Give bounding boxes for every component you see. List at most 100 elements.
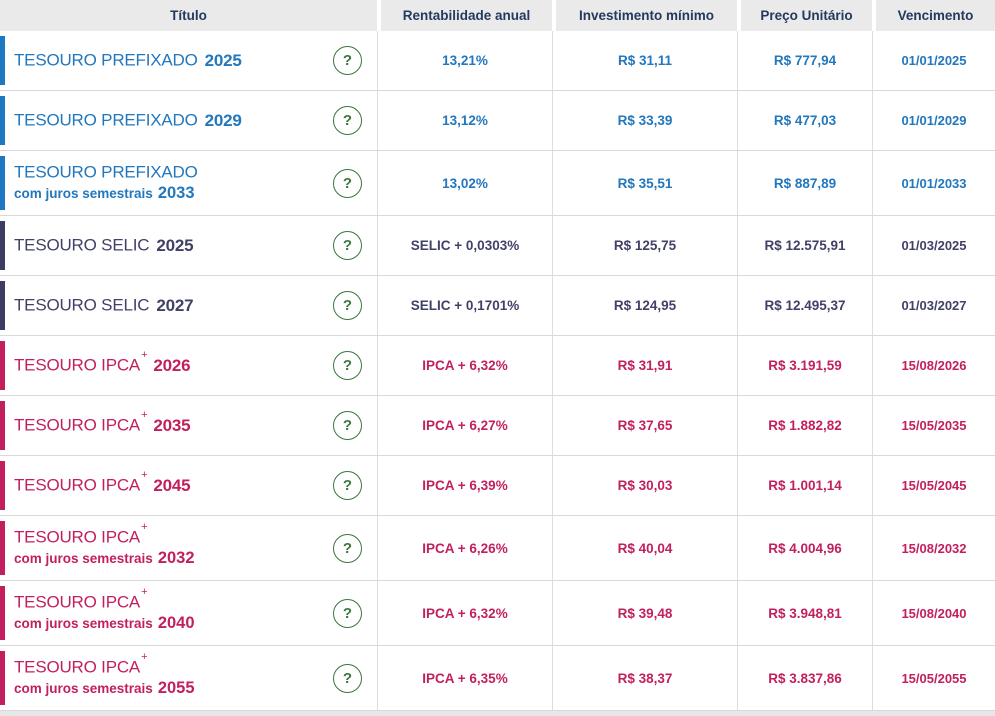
help-icon[interactable]: ?: [333, 471, 362, 500]
accent-bar: [0, 651, 5, 705]
min-investment-value: R$ 39,48: [552, 581, 737, 645]
accent-bar: [0, 521, 5, 575]
maturity-date-value: 15/05/2035: [872, 396, 995, 455]
bond-name-line: TESOURO IPCA+2035: [14, 409, 191, 436]
bond-row[interactable]: TESOURO PREFIXADO com juros semestrais 20…: [0, 151, 995, 216]
column-header-vencimento: Vencimento: [872, 0, 995, 31]
bond-title-cell: TESOURO PREFIXADO 2025 ?: [0, 31, 377, 90]
bond-title: TESOURO IPCA+2026: [14, 349, 191, 376]
min-investment-value: R$ 33,39: [552, 91, 737, 150]
bond-year: 2035: [153, 415, 191, 435]
bond-name-line: TESOURO PREFIXADO 2029: [14, 110, 242, 131]
help-icon[interactable]: ?: [333, 46, 362, 75]
bond-name: TESOURO SELIC: [14, 235, 150, 255]
accent-bar: [0, 586, 5, 640]
accent-bar: [0, 96, 5, 145]
unit-price-value: R$ 1.001,14: [737, 456, 872, 515]
bond-name: TESOURO IPCA: [14, 475, 141, 495]
bond-title-cell: TESOURO IPCA+2045 ?: [0, 456, 377, 515]
ipca-plus-superscript: +: [141, 348, 148, 361]
help-icon[interactable]: ?: [333, 168, 362, 198]
column-header-titulo: Título: [0, 0, 377, 31]
unit-price-value: R$ 12.495,37: [737, 276, 872, 335]
table-header: Título Rentabilidade anual Investimento …: [0, 0, 995, 31]
bond-name: TESOURO IPCA: [14, 657, 141, 677]
bond-name-line: TESOURO IPCA+: [14, 586, 195, 613]
bond-title-cell: TESOURO IPCA+2026 ?: [0, 336, 377, 395]
bond-year: 2045: [153, 475, 191, 495]
bond-subtitle-line: com juros semestrais 2033: [14, 183, 205, 204]
bond-row[interactable]: TESOURO IPCA+2045 ? IPCA + 6,39% R$ 30,0…: [0, 456, 995, 516]
ipca-plus-superscript: +: [141, 468, 148, 481]
accent-bar: [0, 401, 5, 450]
bond-name: TESOURO PREFIXADO: [14, 110, 198, 130]
min-investment-value: R$ 31,11: [552, 31, 737, 90]
bond-year: 2055: [157, 679, 195, 698]
unit-price-value: R$ 3.837,86: [737, 646, 872, 710]
bond-year: 2029: [204, 110, 242, 130]
help-icon[interactable]: ?: [333, 291, 362, 320]
bond-name-line: TESOURO IPCA+2026: [14, 349, 191, 376]
help-icon[interactable]: ?: [333, 533, 362, 563]
table-body: TESOURO PREFIXADO 2025 ? 13,21% R$ 31,11 …: [0, 31, 995, 711]
unit-price-value: R$ 3.191,59: [737, 336, 872, 395]
maturity-date-value: 15/08/2032: [872, 516, 995, 580]
bond-title-cell: TESOURO IPCA+ com juros semestrais 2032 ?: [0, 516, 377, 580]
bond-name-line: TESOURO PREFIXADO 2025: [14, 50, 242, 71]
ipca-plus-superscript: +: [141, 651, 148, 664]
bond-title-cell: TESOURO SELIC 2027 ?: [0, 276, 377, 335]
column-header-rentabilidade: Rentabilidade anual: [377, 0, 552, 31]
bond-subtitle-line: com juros semestrais 2040: [14, 613, 195, 634]
bond-row[interactable]: TESOURO SELIC 2027 ? SELIC + 0,1701% R$ 1…: [0, 276, 995, 336]
help-icon[interactable]: ?: [333, 598, 362, 628]
accent-bar: [0, 341, 5, 390]
maturity-date-value: 15/08/2026: [872, 336, 995, 395]
bond-row[interactable]: TESOURO PREFIXADO 2029 ? 13,12% R$ 33,39 …: [0, 91, 995, 151]
bond-name: TESOURO IPCA: [14, 415, 141, 435]
help-icon[interactable]: ?: [333, 231, 362, 260]
accent-bar: [0, 221, 5, 270]
bond-title: TESOURO IPCA+ com juros semestrais 2055: [14, 651, 195, 699]
bond-title: TESOURO PREFIXADO 2025: [14, 50, 242, 71]
bond-row[interactable]: TESOURO IPCA+2035 ? IPCA + 6,27% R$ 37,6…: [0, 396, 995, 456]
min-investment-value: R$ 124,95: [552, 276, 737, 335]
help-icon[interactable]: ?: [333, 106, 362, 135]
bond-row[interactable]: TESOURO IPCA+2026 ? IPCA + 6,32% R$ 31,9…: [0, 336, 995, 396]
bond-row[interactable]: TESOURO SELIC 2025 ? SELIC + 0,0303% R$ 1…: [0, 216, 995, 276]
bond-title-cell: TESOURO PREFIXADO 2029 ?: [0, 91, 377, 150]
bond-year: 2025: [156, 235, 194, 255]
min-investment-value: R$ 30,03: [552, 456, 737, 515]
bond-subtitle: com juros semestrais: [14, 551, 153, 567]
column-header-preco-unitario: Preço Unitário: [737, 0, 872, 31]
bond-name: TESOURO SELIC: [14, 295, 150, 315]
annual-rate-value: IPCA + 6,35%: [377, 646, 552, 710]
help-icon[interactable]: ?: [333, 663, 362, 693]
bond-year: 2032: [157, 549, 195, 568]
annual-rate-value: 13,02%: [377, 151, 552, 215]
bond-row[interactable]: TESOURO PREFIXADO 2025 ? 13,21% R$ 31,11 …: [0, 31, 995, 91]
bond-title: TESOURO SELIC 2025: [14, 235, 194, 256]
bond-title: TESOURO PREFIXADO 2029: [14, 110, 242, 131]
bond-row[interactable]: TESOURO IPCA+ com juros semestrais 2032 ?…: [0, 516, 995, 581]
bond-title-cell: TESOURO IPCA+ com juros semestrais 2040 ?: [0, 581, 377, 645]
bond-row[interactable]: TESOURO IPCA+ com juros semestrais 2055 ?…: [0, 646, 995, 711]
bond-title: TESOURO SELIC 2027: [14, 295, 194, 316]
help-icon[interactable]: ?: [333, 411, 362, 440]
maturity-date-value: 01/01/2025: [872, 31, 995, 90]
help-icon[interactable]: ?: [333, 351, 362, 380]
bond-subtitle-line: com juros semestrais 2055: [14, 678, 195, 699]
bond-name: TESOURO IPCA: [14, 592, 141, 612]
annual-rate-value: SELIC + 0,0303%: [377, 216, 552, 275]
accent-bar: [0, 281, 5, 330]
bond-row[interactable]: TESOURO IPCA+ com juros semestrais 2040 ?…: [0, 581, 995, 646]
annual-rate-value: 13,12%: [377, 91, 552, 150]
bond-year: 2040: [157, 614, 195, 633]
unit-price-value: R$ 777,94: [737, 31, 872, 90]
min-investment-value: R$ 125,75: [552, 216, 737, 275]
bond-name: TESOURO PREFIXADO: [14, 162, 198, 182]
unit-price-value: R$ 12.575,91: [737, 216, 872, 275]
bond-name: TESOURO IPCA: [14, 355, 141, 375]
maturity-date-value: 15/08/2040: [872, 581, 995, 645]
maturity-date-value: 15/05/2055: [872, 646, 995, 710]
